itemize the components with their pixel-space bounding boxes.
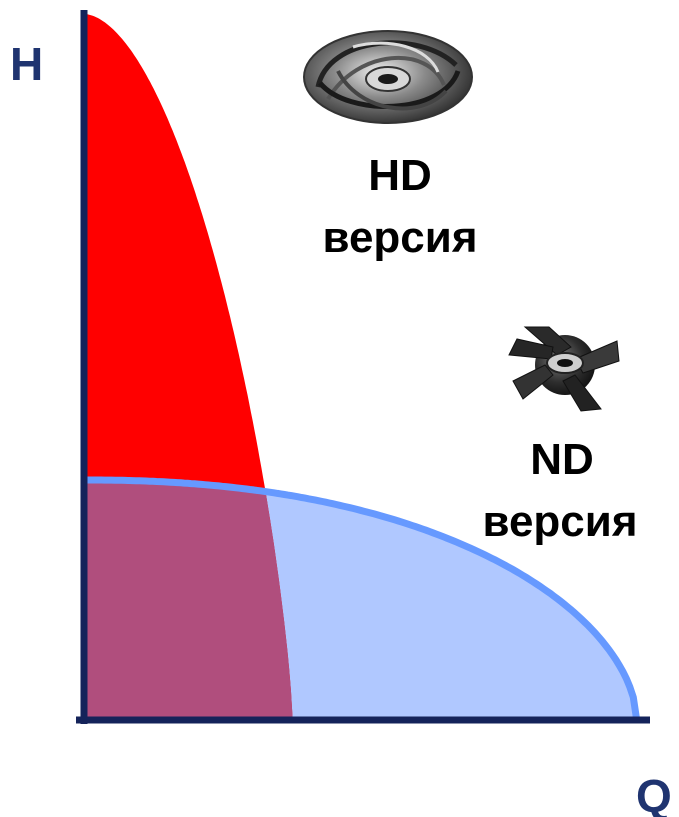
overlap-area	[84, 480, 293, 720]
nd-version-label-line1: ND	[530, 435, 594, 484]
x-axis-label: Q	[636, 770, 672, 817]
nd-version-curve	[80, 476, 641, 724]
closed-impeller-icon	[303, 30, 473, 124]
hd-version-label-line2: версия	[322, 213, 477, 262]
y-axis-label: H	[10, 38, 43, 90]
open-impeller-icon	[508, 326, 620, 412]
hd-version-label-line1: HD	[368, 151, 432, 200]
nd-version-label-line2: версия	[482, 497, 637, 546]
